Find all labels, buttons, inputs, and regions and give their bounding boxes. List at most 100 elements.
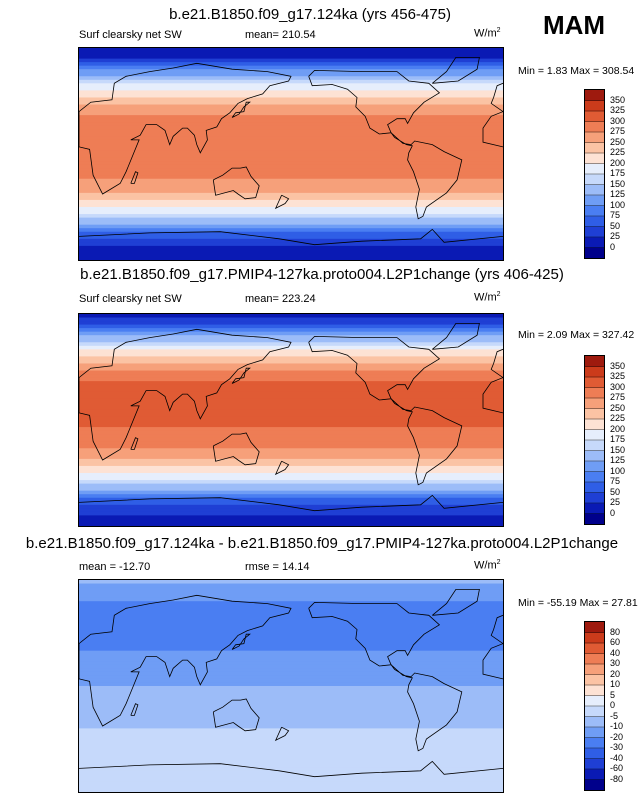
colorbar-tick-label: 125 — [610, 455, 626, 465]
field-band — [79, 370, 503, 375]
colorbar-tick-label: 25 — [610, 231, 621, 241]
field-band — [79, 395, 503, 400]
field-band — [79, 587, 503, 592]
colorbar-segment — [585, 643, 604, 654]
field-band — [79, 388, 503, 393]
field-band — [79, 515, 503, 520]
colorbar-tick-label: -60 — [610, 763, 624, 773]
colorbar-segment — [585, 111, 604, 122]
panel-1-min: Min = 1.83 — [518, 65, 568, 77]
coastline — [79, 62, 292, 195]
field-band — [79, 391, 503, 396]
field-band — [79, 643, 503, 648]
field-band — [79, 678, 503, 684]
field-band — [79, 409, 503, 414]
field-band — [79, 668, 503, 673]
coastline — [490, 348, 503, 378]
field-band — [79, 629, 503, 634]
panel-3-title: b.e21.B1850.f09_g17.124ka - b.e21.B1850.… — [25, 535, 619, 552]
field-band — [79, 363, 503, 368]
colorbar-segment — [585, 377, 604, 388]
field-band — [79, 611, 503, 616]
field-band — [79, 76, 503, 81]
colorbar-tick-label: 60 — [610, 637, 621, 647]
field-band — [79, 469, 503, 474]
colorbar-tick-label: 30 — [610, 658, 621, 668]
panel-1-variable: Surf clearsky net SW — [79, 29, 182, 41]
colorbar-segment — [585, 356, 604, 367]
panel-3-min: Min = -55.19 — [518, 597, 577, 609]
coastline — [79, 228, 503, 246]
coastline — [274, 460, 290, 476]
field-band — [79, 93, 503, 99]
colorbar-segment — [585, 727, 604, 738]
field-band — [79, 501, 503, 506]
colorbar-tick-label: 250 — [610, 136, 626, 147]
field-band — [79, 756, 503, 761]
field-band — [79, 760, 503, 765]
field-band — [79, 788, 503, 792]
panel-3-minmax: Min = -55.19 Max = 27.81 — [518, 597, 638, 609]
colorbar-tick-label: 350 — [610, 94, 626, 105]
panel-2-title: b.e21.B1850.f09_g17.PMIP4-127ka.proto004… — [80, 266, 564, 283]
field-band — [79, 427, 503, 432]
field-band — [79, 412, 503, 418]
colorbar-tick-label: -80 — [610, 773, 624, 784]
colorbar-segment — [585, 450, 604, 462]
colorbar-segment — [585, 706, 604, 717]
colorbar-segment — [585, 492, 604, 504]
colorbar-segment — [585, 419, 604, 430]
field-band — [79, 763, 503, 768]
colorbar-segment — [585, 90, 604, 101]
colorbar-segment — [585, 163, 604, 175]
colorbar-tick-label: 125 — [610, 189, 626, 199]
colorbar-segment — [585, 758, 604, 770]
field-band — [79, 168, 503, 173]
colorbar-segment — [585, 121, 604, 133]
colorbar-segment — [585, 695, 604, 707]
field-band — [79, 580, 503, 585]
field-band — [79, 686, 503, 691]
field-band — [79, 175, 503, 180]
field-band — [79, 228, 503, 233]
panel-3-map-svg — [79, 580, 503, 792]
coastline — [79, 594, 292, 727]
field-band — [79, 710, 503, 715]
colorbar-tick-label: 200 — [610, 157, 626, 168]
colorbar-segment — [585, 398, 604, 409]
field-band — [79, 455, 503, 460]
colorbar-segment — [585, 471, 604, 483]
colorbar-segment — [585, 237, 604, 248]
colorbar-tick-label: 20 — [610, 668, 621, 679]
colorbar-tick-label: 5 — [610, 689, 616, 700]
panel-1-title: b.e21.B1850.f09_g17.124ka (yrs 456-475) — [169, 6, 451, 23]
field-band — [79, 703, 503, 708]
colorbar-tick-label: 75 — [610, 476, 621, 486]
colorbar-segment — [585, 482, 604, 493]
colorbar-segment — [585, 205, 604, 217]
field-band — [79, 462, 503, 467]
colorbar-segment — [585, 142, 604, 154]
field-band — [79, 640, 503, 645]
colorbar-segment — [585, 664, 604, 675]
field-band — [79, 79, 503, 84]
panel-3-map — [78, 579, 504, 793]
field-band — [79, 342, 503, 347]
field-band — [79, 735, 503, 740]
colorbar-segment — [585, 184, 604, 196]
field-band — [79, 671, 503, 676]
field-band — [79, 618, 503, 623]
colorbar-segment — [585, 748, 604, 759]
field-band — [79, 402, 503, 407]
colorbar-segment — [585, 779, 604, 790]
colorbar-segment — [585, 440, 604, 451]
field-band — [79, 615, 503, 620]
field-band — [79, 625, 503, 631]
coastline — [432, 323, 480, 350]
coastline — [212, 166, 260, 200]
coastline — [432, 57, 480, 84]
field-band — [79, 423, 503, 428]
field-band — [79, 604, 503, 609]
field-band — [79, 508, 503, 513]
season-label: MAM — [543, 10, 606, 40]
